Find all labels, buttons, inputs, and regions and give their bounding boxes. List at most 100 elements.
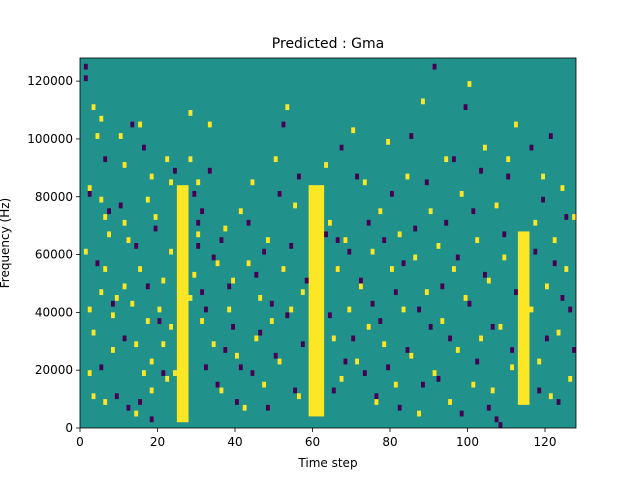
heatmap-cell-low bbox=[409, 133, 414, 139]
heatmap-cell-high bbox=[223, 225, 228, 232]
heatmap-cell-low bbox=[246, 219, 251, 226]
heatmap-cell-high bbox=[285, 104, 290, 111]
heatmap-cell-high bbox=[564, 266, 569, 272]
heatmap-cell-high bbox=[142, 370, 146, 376]
heatmap-cell-high bbox=[138, 266, 142, 272]
heatmap-cell-low bbox=[328, 312, 332, 319]
heatmap-cell-high bbox=[297, 393, 301, 400]
x-axis-label: Time step bbox=[297, 456, 357, 470]
heatmap-cell-high bbox=[529, 306, 534, 313]
heatmap-cell-high bbox=[289, 306, 294, 313]
heatmap-cell-low bbox=[401, 260, 406, 267]
heatmap-background bbox=[80, 58, 576, 428]
heatmap-cell-low bbox=[510, 347, 514, 353]
heatmap-cell-high bbox=[91, 104, 96, 111]
heatmap-cell-high bbox=[494, 202, 499, 209]
heatmap-cell-low bbox=[479, 167, 483, 174]
heatmap-cell-low bbox=[483, 271, 487, 278]
heatmap-cell-low bbox=[196, 219, 201, 226]
heatmap-cell-high bbox=[548, 393, 553, 400]
heatmap-cell-high bbox=[393, 381, 398, 388]
heatmap-cell-high bbox=[145, 196, 150, 203]
heatmap-cell-high bbox=[111, 347, 115, 353]
heatmap-cell-high bbox=[417, 410, 421, 417]
heatmap-cell-low bbox=[324, 231, 328, 238]
heatmap-cell-low bbox=[297, 173, 301, 180]
heatmap-cell-high bbox=[273, 156, 278, 163]
heatmap-cell-low bbox=[506, 173, 511, 180]
heatmap-cell-high bbox=[219, 387, 224, 394]
heatmap-cell-high bbox=[169, 323, 173, 330]
heatmap-cell-low bbox=[514, 289, 518, 296]
heatmap-cell-low bbox=[560, 295, 565, 301]
heatmap-cell-high bbox=[351, 127, 356, 134]
x-tick-label: 120 bbox=[534, 435, 557, 449]
heatmap-cell-high bbox=[378, 208, 383, 215]
heatmap-cell-high bbox=[483, 144, 487, 151]
heatmap-cell-high bbox=[149, 358, 154, 365]
heatmap-cell-high bbox=[374, 399, 379, 405]
heatmap-cell-high bbox=[498, 323, 503, 330]
heatmap-cell-high bbox=[432, 370, 437, 376]
heatmap-cell-high bbox=[114, 295, 119, 301]
y-tick-label: 60000 bbox=[35, 248, 73, 262]
heatmap-cell-high bbox=[165, 375, 170, 382]
heatmap-cell-low bbox=[285, 312, 290, 319]
heatmap-cell-low bbox=[289, 243, 294, 249]
heatmap-cell-low bbox=[475, 358, 480, 365]
heatmap-cell-low bbox=[204, 364, 208, 371]
heatmap-cell-low bbox=[556, 399, 561, 405]
heatmap-cell-low bbox=[564, 214, 569, 220]
heatmap-cell-high bbox=[537, 358, 542, 365]
heatmap-cell-high bbox=[99, 289, 104, 296]
heatmap-cell-low bbox=[529, 144, 534, 151]
x-tick-label: 40 bbox=[227, 435, 242, 449]
heatmap-cell-low bbox=[223, 347, 228, 353]
heatmap-cell-low bbox=[405, 347, 410, 353]
heatmap-cell-high bbox=[122, 219, 127, 226]
heatmap-cell-high bbox=[502, 254, 507, 261]
heatmap-cell-high bbox=[134, 410, 139, 417]
heatmap-cell-high bbox=[235, 352, 239, 359]
heatmap-cell-low bbox=[444, 219, 449, 226]
heatmap-cell-high bbox=[258, 295, 263, 301]
heatmap-cell-high bbox=[568, 375, 573, 382]
heatmap-cell-low bbox=[541, 196, 545, 203]
heatmap-cell-low bbox=[238, 364, 243, 371]
heatmap-cell-high bbox=[126, 237, 131, 243]
heatmap-cell-high bbox=[328, 219, 332, 226]
heatmap-cell-high bbox=[122, 283, 127, 290]
heatmap-cell-high bbox=[440, 318, 445, 324]
plot-frame bbox=[79, 57, 577, 429]
heatmap-cell-high bbox=[409, 352, 414, 359]
heatmap-cell-high bbox=[196, 179, 201, 186]
heatmap-cell-high bbox=[471, 381, 476, 388]
heatmap-cell-low bbox=[161, 370, 166, 376]
heatmap-cell-high bbox=[560, 185, 565, 191]
heatmap-cell-high bbox=[111, 312, 115, 319]
heatmap-cell-high bbox=[475, 237, 480, 243]
heatmap-cell-low bbox=[463, 104, 468, 111]
heatmap-cell-high bbox=[362, 179, 367, 186]
heatmap-cell-low bbox=[486, 404, 491, 411]
heatmap-cell-low bbox=[215, 381, 220, 388]
heatmap-cell-low bbox=[471, 208, 476, 215]
heatmap-cell-high bbox=[347, 306, 352, 313]
heatmap-cell-low bbox=[467, 300, 472, 307]
high-energy-band bbox=[517, 231, 530, 405]
heatmap-cell-high bbox=[87, 306, 92, 313]
heatmap-cell-low bbox=[417, 306, 421, 313]
heatmap-cell-low bbox=[533, 248, 538, 255]
y-axis-label: Frequency (Hz) bbox=[0, 198, 12, 289]
heatmap-cell-low bbox=[142, 144, 146, 151]
y-tick-label: 40000 bbox=[35, 305, 73, 319]
heatmap-cell-low bbox=[134, 243, 139, 249]
heatmap-cell-high bbox=[324, 162, 328, 168]
heatmap-cell-low bbox=[436, 375, 441, 382]
heatmap-cell-high bbox=[300, 289, 305, 296]
heatmap-cell-high bbox=[145, 318, 150, 324]
heatmap-cell-high bbox=[533, 219, 538, 226]
heatmap-cell-low bbox=[490, 323, 495, 330]
chart-title: Predicted : Gma bbox=[272, 36, 384, 52]
